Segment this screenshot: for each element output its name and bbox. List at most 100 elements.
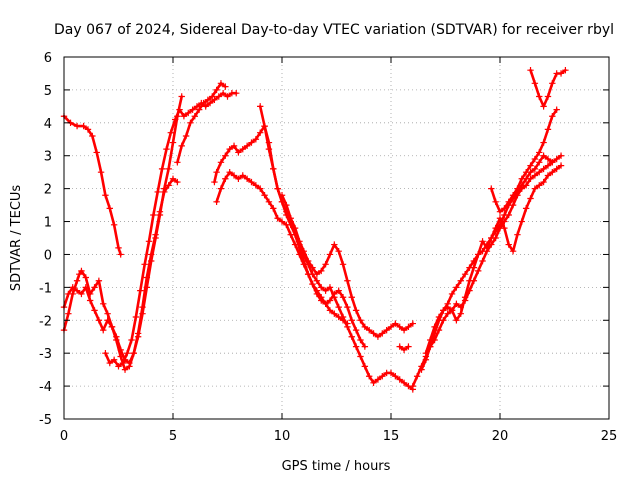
data-point [509, 192, 517, 199]
data-point [110, 356, 118, 363]
data-point [150, 211, 157, 219]
data-point [154, 188, 161, 196]
x-tick-labels: 0 5 10 15 20 25 [60, 429, 617, 444]
data-point [217, 80, 225, 87]
data-point [352, 343, 360, 350]
data-point [366, 326, 373, 334]
data-point [400, 326, 408, 334]
data-point [501, 205, 508, 212]
data-point [257, 185, 264, 192]
data-point [224, 93, 231, 100]
data-point [348, 294, 355, 301]
data-point [270, 165, 277, 173]
data-point [344, 303, 351, 311]
data-point [270, 205, 277, 212]
data-point [461, 271, 469, 278]
data-point [357, 353, 364, 360]
data-point [265, 198, 273, 205]
data-point [339, 261, 347, 268]
x-tick-label: 20 [492, 429, 509, 444]
axis-ticks [63, 56, 610, 420]
data-point [113, 333, 120, 340]
series-track-11 [409, 152, 565, 390]
data-point [171, 116, 179, 123]
data-point [91, 284, 98, 291]
data-point [357, 336, 364, 344]
data-point [95, 317, 103, 324]
data-point [239, 172, 246, 179]
data-point [339, 294, 347, 301]
x-tick-label: 10 [274, 429, 291, 444]
y-tick-label: -3 [39, 347, 52, 362]
data-point [163, 145, 170, 153]
data-point [344, 277, 351, 284]
data-point [339, 313, 347, 321]
data-point [104, 310, 111, 317]
data-point [165, 165, 172, 173]
data-point [322, 261, 329, 268]
data-point [300, 247, 307, 255]
series-line [213, 124, 367, 348]
series-track-7 [213, 168, 351, 327]
data-point [84, 126, 92, 133]
data-point [501, 224, 508, 232]
data-point [531, 165, 539, 173]
data-point [361, 343, 369, 350]
data-point [309, 280, 316, 288]
data-point [230, 172, 238, 179]
data-point [91, 307, 98, 314]
data-point [169, 139, 177, 146]
data-point [106, 359, 113, 367]
data-point [453, 284, 460, 291]
data-point [78, 290, 85, 298]
chart-title: Day 067 of 2024, Sidereal Day-to-day VTE… [54, 22, 614, 38]
series-line [529, 68, 567, 108]
data-point [549, 159, 556, 166]
data-point [89, 132, 96, 140]
data-point [318, 267, 325, 275]
data-point [206, 99, 214, 107]
series-line [280, 193, 415, 339]
data-point [331, 241, 338, 248]
data-point [248, 178, 255, 186]
data-point [326, 297, 334, 304]
data-point [176, 106, 183, 113]
data-point [536, 93, 543, 100]
data-point [440, 307, 447, 314]
data-point [431, 323, 438, 331]
data-point [531, 80, 539, 87]
data-point [222, 83, 229, 90]
data-point [549, 80, 556, 87]
data-point [82, 284, 89, 291]
data-point [145, 238, 153, 245]
data-point [230, 142, 238, 150]
data-point [488, 185, 495, 192]
data-point [318, 284, 325, 291]
data-point [304, 257, 312, 265]
data-point [405, 343, 412, 350]
data-point [252, 136, 260, 143]
data-point [69, 284, 76, 291]
data-point [501, 211, 508, 219]
data-point [313, 277, 321, 284]
data-point [562, 66, 569, 74]
data-point [348, 317, 355, 324]
data-point [100, 326, 107, 334]
series-line [489, 108, 559, 213]
x-tick-label: 0 [60, 429, 68, 444]
y-tick-label: -2 [39, 314, 52, 329]
data-point [422, 356, 430, 363]
y-tick-label: 2 [44, 183, 52, 198]
data-point [243, 142, 251, 150]
data-point [239, 145, 246, 153]
data-point [95, 277, 103, 284]
data-point [352, 326, 360, 334]
data-point [483, 244, 491, 252]
data-point [335, 303, 342, 311]
data-point [413, 373, 421, 380]
data-series [60, 66, 569, 393]
data-point [466, 277, 473, 284]
data-point [139, 310, 146, 317]
data-point [217, 185, 225, 192]
